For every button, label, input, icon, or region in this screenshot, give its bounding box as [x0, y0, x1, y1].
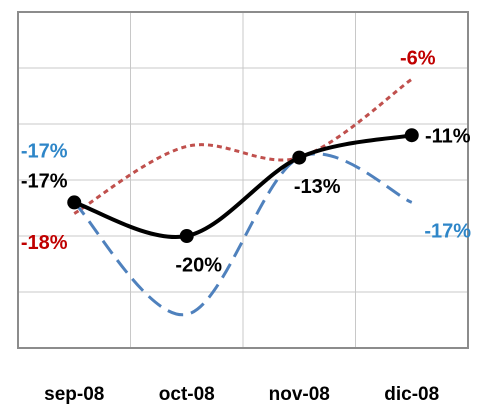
marker [292, 150, 307, 165]
x-tick-label: sep-08 [44, 384, 104, 405]
data-label: -17% [21, 141, 68, 163]
data-label: -17% [21, 171, 68, 193]
marker [179, 229, 194, 243]
x-tick-label: dic-08 [384, 384, 439, 405]
marker [404, 128, 419, 143]
data-label: -17% [424, 221, 471, 243]
data-label: -13% [294, 176, 341, 198]
data-label: -6% [400, 47, 436, 69]
series-line [73, 133, 413, 240]
data-label: -11% [425, 125, 471, 147]
plot-border [17, 11, 469, 349]
data-label: -18% [21, 232, 68, 254]
data-label: -20% [175, 254, 222, 276]
x-tick-label: oct-08 [159, 384, 215, 405]
marker [67, 195, 82, 210]
x-tick-label: nov-08 [269, 384, 330, 405]
series-line [73, 152, 413, 316]
